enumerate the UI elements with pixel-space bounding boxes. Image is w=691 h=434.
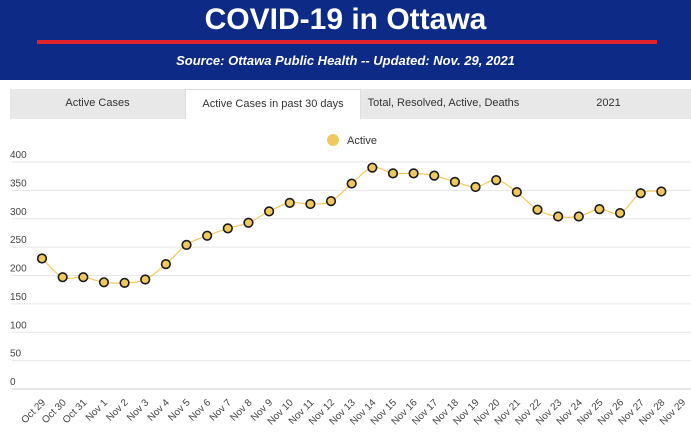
- data-point[interactable]: [78, 272, 89, 283]
- data-point[interactable]: [387, 168, 399, 179]
- data-point[interactable]: [367, 162, 378, 173]
- y-tick-label: 300: [10, 207, 27, 218]
- x-tick-label: Oct 31: [61, 397, 90, 426]
- x-tick-label: Nov 1: [84, 397, 111, 424]
- header-divider: [37, 40, 657, 44]
- data-point[interactable]: [470, 181, 481, 193]
- data-point[interactable]: [119, 277, 130, 288]
- active-cases-line-chart: Active 0 50 100 150 200 250 300 350 400 Oct 29Oc…: [10, 134, 691, 428]
- data-point[interactable]: [325, 196, 337, 207]
- data-point[interactable]: [222, 223, 233, 234]
- data-point[interactable]: [491, 175, 502, 186]
- data-point[interactable]: [346, 178, 357, 189]
- data-point[interactable]: [98, 277, 110, 288]
- data-point[interactable]: [305, 198, 316, 210]
- legend-label-active: Active: [347, 135, 377, 147]
- data-point[interactable]: [243, 217, 254, 228]
- data-point[interactable]: [36, 253, 48, 264]
- y-tick-label: 200: [10, 264, 27, 275]
- data-point[interactable]: [656, 186, 667, 197]
- y-tick-label: 100: [10, 320, 27, 331]
- x-tick-label: Nov 4: [146, 397, 173, 424]
- legend-swatch-active: [327, 134, 339, 146]
- data-point[interactable]: [553, 211, 564, 222]
- y-tick-label: 250: [10, 235, 27, 246]
- tab-bar: Active Cases Active Cases in past 30 day…: [10, 89, 691, 119]
- tab-2021[interactable]: 2021: [596, 97, 621, 109]
- data-point[interactable]: [511, 186, 522, 198]
- y-tick-label: 350: [10, 178, 27, 189]
- data-point[interactable]: [181, 239, 192, 250]
- x-tick-label: Nov 7: [208, 397, 235, 424]
- data-point[interactable]: [160, 259, 171, 270]
- data-point[interactable]: [573, 211, 584, 222]
- y-tick-label: 50: [10, 349, 22, 360]
- data-point[interactable]: [614, 207, 626, 219]
- header-banner: COVID-19 in Ottawa Source: Ottawa Public…: [0, 0, 691, 80]
- data-point[interactable]: [532, 204, 543, 215]
- data-point[interactable]: [408, 168, 419, 179]
- series-points-active: [36, 162, 667, 288]
- x-tick-label: Nov 8: [228, 397, 255, 424]
- data-point[interactable]: [263, 206, 275, 217]
- data-point[interactable]: [635, 188, 646, 199]
- page-subtitle: Source: Ottawa Public Health -- Updated:…: [176, 53, 515, 68]
- y-tick-label: 150: [10, 292, 27, 303]
- data-point[interactable]: [140, 274, 151, 285]
- y-tick-label: 400: [10, 150, 27, 161]
- y-axis-ticks: 0 50 100 150 200 250 300 350 400: [10, 150, 27, 388]
- chart-legend[interactable]: Active: [327, 134, 377, 147]
- data-point[interactable]: [284, 197, 295, 208]
- data-point[interactable]: [429, 170, 440, 181]
- x-tick-label: Nov 6: [187, 397, 214, 424]
- tab-total-resolved-active-deaths[interactable]: Total, Resolved, Active, Deaths: [367, 97, 520, 109]
- data-point[interactable]: [449, 176, 461, 187]
- data-point[interactable]: [202, 230, 213, 241]
- y-tick-label: 0: [10, 377, 16, 388]
- page-title: COVID-19 in Ottawa: [204, 3, 487, 36]
- x-tick-label: Nov 5: [166, 397, 193, 424]
- chart-grid: [12, 161, 691, 390]
- x-tick-label: Nov 2: [104, 397, 131, 424]
- data-point[interactable]: [594, 204, 605, 215]
- tab-active-cases[interactable]: Active Cases: [65, 97, 130, 109]
- data-point[interactable]: [57, 272, 68, 283]
- x-tick-label: Nov 3: [125, 397, 152, 424]
- tab-active-cases-30-days[interactable]: Active Cases in past 30 days: [185, 89, 361, 119]
